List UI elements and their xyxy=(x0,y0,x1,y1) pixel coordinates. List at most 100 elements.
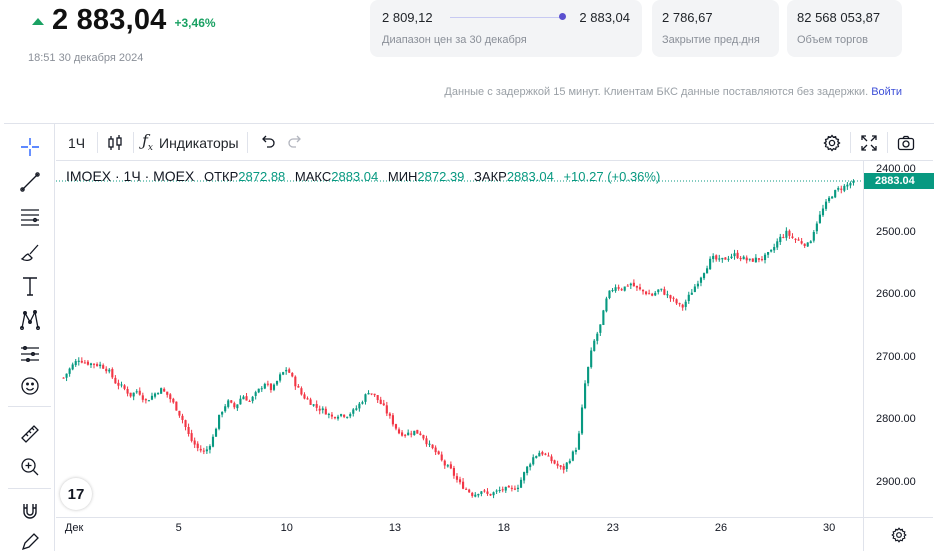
candle-body xyxy=(263,383,266,389)
candle-body xyxy=(135,391,138,393)
candle-body xyxy=(205,449,208,452)
pencil-lock-icon[interactable] xyxy=(16,528,43,551)
candle-body xyxy=(108,369,111,372)
candle-body xyxy=(797,239,800,241)
candle-body xyxy=(706,268,709,274)
candle-body xyxy=(102,365,105,369)
candle-body xyxy=(584,383,587,409)
candle-body xyxy=(544,453,547,455)
candle-body xyxy=(138,390,141,395)
candle-body xyxy=(699,277,703,283)
settings-icon[interactable] xyxy=(822,124,842,161)
interval-button[interactable]: 1Ч xyxy=(68,134,86,151)
candle-body xyxy=(690,292,693,295)
candle-body xyxy=(641,289,645,292)
text-icon[interactable] xyxy=(16,272,43,299)
candle-body xyxy=(297,386,300,388)
candle-body xyxy=(239,398,242,405)
last-price: 2 883,04 xyxy=(52,4,167,36)
undo-icon[interactable] xyxy=(258,124,278,161)
candle-body xyxy=(837,188,840,190)
candles-icon[interactable] xyxy=(105,124,125,161)
candle-body xyxy=(358,403,361,409)
candle-body xyxy=(516,487,520,490)
scale-settings-icon[interactable] xyxy=(863,517,933,551)
candle-body xyxy=(776,241,779,248)
candle-body xyxy=(275,381,279,385)
candle-body xyxy=(346,416,349,418)
legend-open: 2872.88 xyxy=(238,169,286,184)
candle-body xyxy=(62,377,65,379)
camera-icon[interactable] xyxy=(896,124,916,161)
range-high: 2 883,04 xyxy=(579,10,630,25)
brush-icon[interactable] xyxy=(16,238,43,265)
time-tick-label: 13 xyxy=(388,522,402,534)
candle-body xyxy=(828,197,831,202)
price-scale[interactable]: 2900.00 2800.00 2700.00 2600.00 2500.00 2400.… xyxy=(863,161,934,517)
price-tick-label: 2900.00 xyxy=(876,475,916,488)
zoom-in-icon[interactable] xyxy=(16,453,43,480)
candle-body xyxy=(294,376,297,387)
range-marker xyxy=(559,13,566,20)
candle-body xyxy=(739,257,742,260)
forecast-icon[interactable] xyxy=(16,340,43,367)
candle-body xyxy=(160,388,163,394)
candle-body xyxy=(605,298,608,312)
candle-body xyxy=(620,289,623,291)
candle-body xyxy=(147,400,150,402)
chart-widget: 1Ч ƒx Индикаторы xyxy=(4,123,934,551)
candle-body xyxy=(428,443,431,445)
candle-body xyxy=(526,466,529,474)
candle-body xyxy=(279,374,282,381)
indicators-button[interactable]: ƒx Индикаторы xyxy=(142,124,239,161)
candle-body xyxy=(565,462,568,469)
candle-body xyxy=(745,257,748,261)
candle-body xyxy=(355,408,358,410)
ruler-icon[interactable] xyxy=(16,420,43,447)
candle-body xyxy=(132,392,135,397)
candle-body xyxy=(309,399,312,405)
pattern-icon[interactable] xyxy=(16,306,43,333)
candle-body xyxy=(434,447,437,453)
time-tick-label: 5 xyxy=(175,522,182,534)
fullscreen-icon[interactable] xyxy=(859,124,879,161)
candle-body xyxy=(678,303,681,305)
time-scale[interactable]: Дек 5 10 13 18 23 26 30 xyxy=(56,517,863,551)
delay-note: Данные с задержкой 15 минут. Клиентам БК… xyxy=(444,86,902,98)
tool-separator xyxy=(8,488,51,489)
candle-body xyxy=(483,490,486,492)
trend-line-icon[interactable] xyxy=(16,168,43,195)
candle-body xyxy=(111,369,114,378)
candle-body xyxy=(455,476,459,480)
tradingview-logo-icon[interactable]: 17 xyxy=(60,478,92,510)
candle-body xyxy=(763,254,767,261)
fib-lines-icon[interactable] xyxy=(16,203,43,230)
candle-body xyxy=(523,472,526,481)
candle-body xyxy=(709,258,712,270)
candle-body xyxy=(843,185,846,191)
candle-body xyxy=(178,410,181,416)
candle-body xyxy=(349,414,352,417)
candle-body xyxy=(92,363,96,365)
up-arrow-icon xyxy=(32,18,44,25)
candle-body xyxy=(742,256,745,260)
candlestick-plot[interactable] xyxy=(56,161,863,517)
emoji-icon[interactable] xyxy=(16,372,43,399)
magnet-icon[interactable] xyxy=(16,498,43,525)
crosshair-icon[interactable] xyxy=(16,133,43,160)
day-range-card: 2 809,12 2 883,04 Диапазон цен за 30 дек… xyxy=(370,0,642,57)
candle-body xyxy=(727,258,730,260)
candle-body xyxy=(730,256,733,259)
candle-body xyxy=(510,487,513,489)
candle-body xyxy=(422,435,425,439)
redo-icon[interactable] xyxy=(285,124,305,161)
candle-body xyxy=(519,479,523,488)
candle-body xyxy=(651,293,654,296)
candle-body xyxy=(163,388,166,392)
login-link[interactable]: Войти xyxy=(871,86,902,98)
candle-body xyxy=(547,455,550,457)
candle-body xyxy=(629,283,632,286)
candle-body xyxy=(153,393,157,397)
prev-close-caption: Закрытие пред.дня xyxy=(662,34,760,46)
candle-body xyxy=(550,456,553,462)
